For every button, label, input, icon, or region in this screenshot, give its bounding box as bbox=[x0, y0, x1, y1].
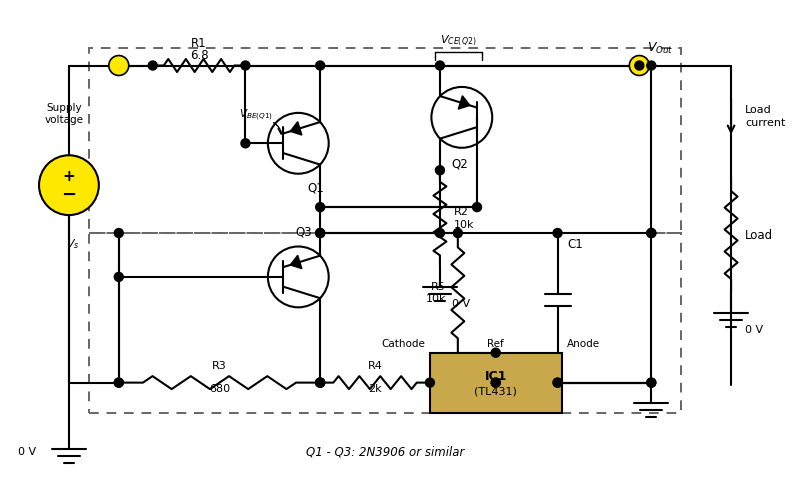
Circle shape bbox=[114, 378, 123, 387]
Circle shape bbox=[241, 139, 250, 148]
Circle shape bbox=[316, 229, 325, 238]
Text: 0 V: 0 V bbox=[18, 447, 36, 457]
Circle shape bbox=[435, 229, 445, 238]
Circle shape bbox=[647, 378, 656, 387]
Text: Q3: Q3 bbox=[295, 226, 311, 239]
Polygon shape bbox=[458, 96, 470, 109]
Circle shape bbox=[316, 378, 325, 387]
Circle shape bbox=[435, 166, 445, 175]
Circle shape bbox=[109, 55, 129, 75]
Text: −: − bbox=[62, 186, 77, 204]
Circle shape bbox=[114, 229, 123, 238]
Text: $V_{CE(Q2)}$: $V_{CE(Q2)}$ bbox=[440, 33, 477, 48]
Text: 0 V: 0 V bbox=[745, 325, 763, 335]
Text: $V_{Out}$: $V_{Out}$ bbox=[647, 41, 674, 55]
Text: Ref: Ref bbox=[487, 339, 504, 348]
Text: R2
10k: R2 10k bbox=[454, 207, 474, 230]
Circle shape bbox=[630, 55, 650, 75]
Circle shape bbox=[553, 378, 562, 387]
Text: 6.8: 6.8 bbox=[190, 49, 208, 61]
Circle shape bbox=[39, 155, 99, 215]
Text: Q2: Q2 bbox=[451, 158, 468, 171]
Circle shape bbox=[553, 378, 562, 387]
Text: R6 10k: R6 10k bbox=[509, 361, 545, 371]
Polygon shape bbox=[290, 122, 302, 135]
Circle shape bbox=[316, 229, 325, 238]
Text: Load: Load bbox=[745, 229, 773, 242]
Polygon shape bbox=[290, 255, 302, 269]
Text: Anode: Anode bbox=[566, 339, 600, 348]
Bar bbox=[89, 48, 682, 233]
Circle shape bbox=[454, 229, 462, 238]
Text: 2k: 2k bbox=[368, 384, 382, 394]
Text: IC1: IC1 bbox=[485, 370, 507, 383]
Text: 680: 680 bbox=[209, 384, 230, 394]
Circle shape bbox=[491, 378, 500, 387]
Text: Cathode: Cathode bbox=[381, 339, 425, 348]
Circle shape bbox=[553, 229, 562, 238]
Circle shape bbox=[316, 378, 325, 387]
Text: Load
current: Load current bbox=[745, 105, 786, 128]
Circle shape bbox=[647, 229, 656, 238]
Circle shape bbox=[647, 61, 656, 70]
Bar bbox=[89, 233, 682, 412]
Text: Q1 - Q3: 2N3906 or similar: Q1 - Q3: 2N3906 or similar bbox=[306, 446, 464, 459]
Text: +: + bbox=[62, 169, 75, 184]
Circle shape bbox=[473, 202, 482, 211]
Circle shape bbox=[435, 61, 445, 70]
Circle shape bbox=[647, 378, 656, 387]
Text: R3: R3 bbox=[212, 361, 227, 371]
Circle shape bbox=[114, 378, 123, 387]
Circle shape bbox=[241, 61, 250, 70]
Circle shape bbox=[148, 61, 157, 70]
Text: (TL431): (TL431) bbox=[474, 387, 517, 396]
Circle shape bbox=[426, 378, 434, 387]
Circle shape bbox=[316, 202, 325, 211]
Text: Q1: Q1 bbox=[308, 182, 325, 195]
Circle shape bbox=[647, 229, 656, 238]
Text: 0 V: 0 V bbox=[452, 299, 470, 309]
Circle shape bbox=[316, 378, 325, 387]
FancyBboxPatch shape bbox=[430, 353, 562, 412]
Text: C1: C1 bbox=[567, 238, 583, 251]
Circle shape bbox=[491, 348, 500, 357]
Text: Supply
voltage: Supply voltage bbox=[45, 103, 83, 125]
Text: R4: R4 bbox=[368, 361, 382, 371]
Circle shape bbox=[635, 61, 644, 70]
Circle shape bbox=[316, 61, 325, 70]
Text: R5
10k: R5 10k bbox=[426, 282, 446, 304]
Text: $V_{BE(Q1)}$: $V_{BE(Q1)}$ bbox=[239, 108, 273, 123]
Text: $V_s$: $V_s$ bbox=[66, 237, 80, 251]
Circle shape bbox=[491, 378, 500, 387]
Circle shape bbox=[114, 272, 123, 281]
Text: R1: R1 bbox=[191, 37, 207, 50]
